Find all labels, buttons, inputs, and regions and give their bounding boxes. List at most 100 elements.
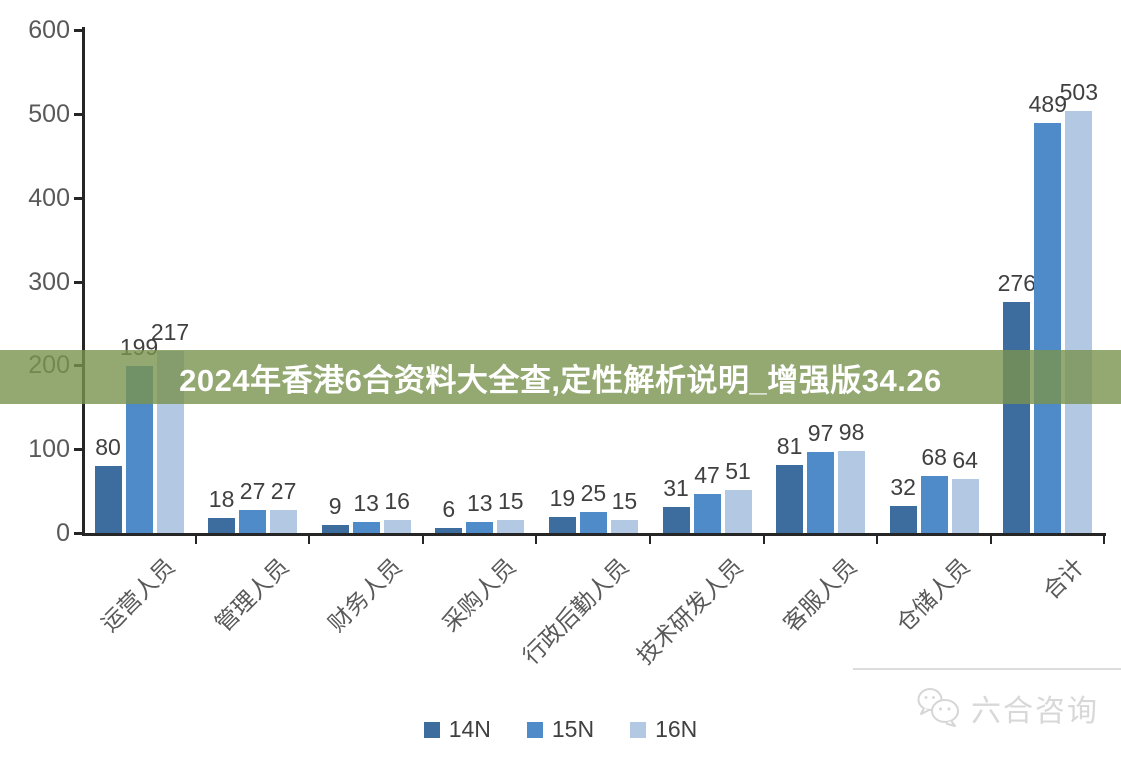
x-category-label: 客服人员 bbox=[777, 553, 862, 637]
bar-14N-管理人员 bbox=[208, 517, 236, 533]
legend-label: 15N bbox=[551, 716, 595, 742]
bar-16N-行政后勤人员 bbox=[610, 520, 638, 533]
bar-value-label: 47 bbox=[694, 461, 720, 488]
bar-15N-管理人员 bbox=[239, 510, 267, 533]
bar-value-label: 13 bbox=[467, 490, 493, 517]
bar-15N-采购人员 bbox=[466, 522, 494, 533]
x-category-label: 合计 bbox=[1037, 553, 1089, 605]
bar-value-label: 68 bbox=[921, 443, 947, 470]
x-category-label: 管理人员 bbox=[209, 553, 294, 637]
y-axis-tick bbox=[74, 112, 82, 116]
bar-15N-行政后勤人员 bbox=[579, 512, 607, 533]
legend-item-15N: 15N bbox=[526, 716, 595, 743]
x-axis-tick bbox=[876, 536, 879, 544]
y-axis-tick-label: 400 bbox=[28, 183, 70, 212]
legend-label: 14N bbox=[448, 716, 491, 742]
bar-value-label: 27 bbox=[270, 478, 297, 505]
bar-value-label: 6 bbox=[442, 495, 456, 522]
legend-swatch-icon bbox=[526, 721, 543, 738]
bar-value-label: 15 bbox=[498, 488, 524, 515]
x-category-label: 财务人员 bbox=[323, 553, 407, 637]
bar-16N-采购人员 bbox=[497, 520, 525, 533]
bar-value-label: 13 bbox=[353, 490, 379, 517]
watermark-text: 六合咨询 bbox=[971, 695, 1099, 728]
legend-swatch-icon bbox=[630, 721, 647, 738]
x-axis-tick bbox=[1103, 536, 1106, 544]
y-axis-tick bbox=[74, 532, 82, 535]
bar-value-label: 80 bbox=[95, 433, 121, 460]
bar-value-label: 64 bbox=[952, 447, 978, 474]
y-axis-tick-label: 0 bbox=[56, 519, 70, 547]
wechat-icon bbox=[915, 686, 963, 730]
bar-value-label: 217 bbox=[150, 319, 190, 346]
bar-14N-运营人员 bbox=[94, 465, 122, 533]
bar-14N-合计 bbox=[1003, 301, 1031, 533]
bar-value-label: 51 bbox=[725, 458, 751, 485]
bar-value-label: 489 bbox=[1028, 91, 1067, 118]
x-axis-tick bbox=[649, 536, 651, 544]
y-axis-line bbox=[82, 27, 85, 536]
bar-value-label: 19 bbox=[549, 485, 576, 512]
x-axis-tick bbox=[762, 536, 765, 544]
x-axis-line bbox=[82, 533, 1106, 536]
bar-value-label: 16 bbox=[384, 487, 410, 514]
y-axis-tick-label: 500 bbox=[28, 99, 70, 128]
x-axis-tick bbox=[308, 536, 311, 544]
bar-15N-合计 bbox=[1034, 123, 1062, 533]
bar-16N-仓储人员 bbox=[951, 479, 979, 533]
bar-15N-财务人员 bbox=[352, 522, 380, 533]
legend-item-14N: 14N bbox=[423, 716, 491, 743]
bar-14N-客服人员 bbox=[776, 465, 804, 533]
bar-value-label: 18 bbox=[208, 485, 235, 512]
bar-16N-合计 bbox=[1065, 111, 1093, 533]
x-axis-tick bbox=[989, 536, 992, 544]
bar-value-label: 32 bbox=[890, 474, 916, 501]
x-axis-tick bbox=[194, 536, 197, 544]
y-axis-tick bbox=[74, 29, 82, 32]
legend-swatch-icon bbox=[423, 721, 440, 738]
bar-14N-仓储人员 bbox=[889, 506, 917, 533]
legend-item-16N: 16N bbox=[630, 716, 697, 743]
x-axis-tick bbox=[421, 536, 424, 544]
bar-value-label: 9 bbox=[328, 493, 342, 520]
bar-16N-客服人员 bbox=[838, 450, 866, 533]
bar-value-label: 25 bbox=[580, 480, 607, 507]
y-axis-tick-label: 600 bbox=[28, 16, 70, 44]
bar-value-label: 276 bbox=[997, 269, 1036, 296]
x-category-label: 技术研发人员 bbox=[631, 553, 748, 670]
bar-16N-财务人员 bbox=[383, 519, 411, 533]
bar-15N-仓储人员 bbox=[920, 475, 948, 533]
bar-16N-技术研发人员 bbox=[724, 490, 752, 533]
bar-value-label: 98 bbox=[838, 418, 865, 445]
bar-15N-客服人员 bbox=[807, 451, 835, 533]
y-axis-tick-label: 100 bbox=[28, 435, 70, 464]
y-axis-tick bbox=[74, 448, 82, 452]
x-category-label: 仓储人员 bbox=[891, 553, 975, 637]
bar-14N-财务人员 bbox=[321, 525, 349, 533]
legend: 14N 15N 16N bbox=[0, 716, 1121, 743]
x-category-label: 行政后勤人员 bbox=[518, 553, 635, 670]
watermark-divider bbox=[853, 668, 1121, 670]
bar-14N-技术研发人员 bbox=[662, 507, 690, 533]
promo-banner-text: 2024年香港6合资料大全查,定性解析说明_增强版34.26 bbox=[179, 362, 942, 398]
watermark: 六合咨询 bbox=[915, 686, 1099, 730]
bar-value-label: 97 bbox=[807, 419, 834, 446]
bar-value-label: 81 bbox=[776, 433, 803, 460]
y-axis-tick bbox=[74, 196, 82, 200]
bar-14N-采购人员 bbox=[435, 527, 463, 533]
bar-15N-技术研发人员 bbox=[693, 493, 721, 533]
bar-value-label: 31 bbox=[663, 475, 689, 501]
promo-banner: 2024年香港6合资料大全查,定性解析说明_增强版34.26 bbox=[0, 350, 1121, 404]
x-category-label: 采购人员 bbox=[436, 553, 521, 637]
bar-16N-管理人员 bbox=[270, 510, 298, 533]
legend-label: 16N bbox=[655, 716, 698, 742]
bar-value-label: 503 bbox=[1059, 79, 1098, 106]
y-axis-tick-label: 300 bbox=[28, 267, 70, 296]
bar-value-label: 15 bbox=[611, 488, 638, 515]
bar-value-label: 27 bbox=[239, 478, 266, 505]
bar-14N-行政后勤人员 bbox=[548, 517, 576, 533]
y-axis-tick bbox=[74, 280, 82, 284]
x-category-label: 运营人员 bbox=[96, 553, 180, 637]
x-axis-tick bbox=[535, 536, 538, 544]
